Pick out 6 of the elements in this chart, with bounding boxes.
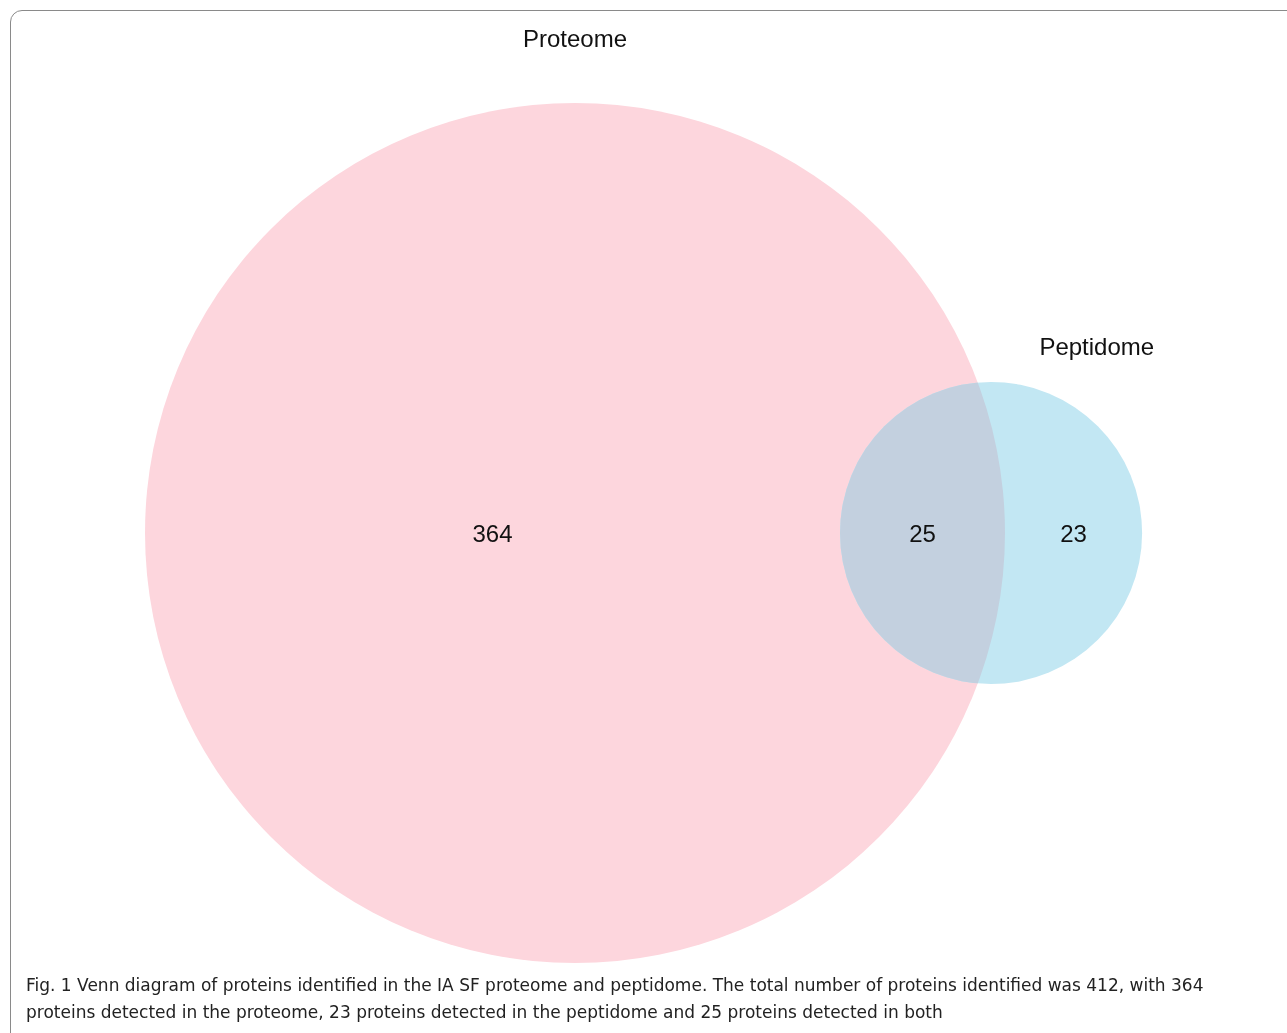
- caption: Fig. 1 Venn diagram of proteins identified in the IA SF proteome and peptidome. The total number of proteins identified was 412, with 364 proteins detected in the proteome, 23 proteins detected in the peptidome and 25 proteins detected in both: [26, 974, 1205, 1024]
- data-label: 25: [909, 519, 936, 547]
- data-label: 364: [472, 519, 513, 547]
- text: Proteome: [522, 24, 628, 52]
- data-label: 23: [1060, 519, 1087, 547]
- text: Peptidome: [1039, 332, 1155, 360]
